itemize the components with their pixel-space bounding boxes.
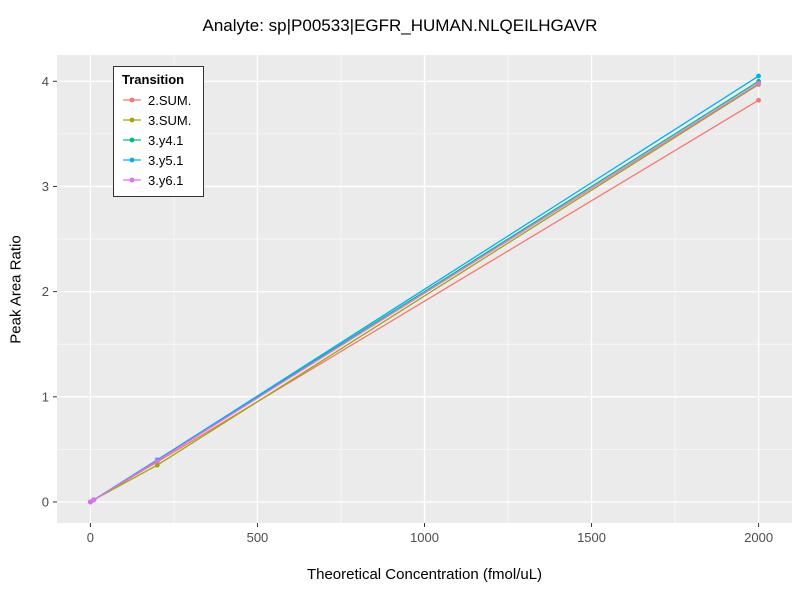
legend-key-icon (122, 113, 142, 127)
svg-text:2000: 2000 (744, 530, 773, 545)
svg-text:4: 4 (42, 74, 49, 89)
legend-label: 2.SUM. (148, 92, 192, 108)
legend-item: 2.SUM. (122, 90, 191, 110)
legend-label: 3.y5.1 (148, 152, 184, 168)
legend-items: 2.SUM. 3.SUM. 3.y4.1 3.y5.1 3.y6.1 (122, 90, 191, 190)
svg-text:0: 0 (87, 530, 94, 545)
svg-text:1500: 1500 (577, 530, 606, 545)
svg-text:2: 2 (42, 284, 49, 299)
legend-item: 3.y5.1 (122, 150, 191, 170)
legend-key-icon (122, 173, 142, 187)
legend-item: 3.y4.1 (122, 130, 191, 150)
svg-text:1: 1 (42, 389, 49, 404)
legend-label: 3.y6.1 (148, 172, 184, 188)
legend-label: 3.y4.1 (148, 132, 184, 148)
legend-key-icon (122, 133, 142, 147)
legend-item: 3.SUM. (122, 110, 191, 130)
legend-title: Transition (122, 72, 185, 87)
legend-key-icon (122, 93, 142, 107)
chart-title: Analyte: sp|P00533|EGFR_HUMAN.NLQEILHGAV… (202, 16, 598, 35)
legend: Transition 2.SUM. 3.SUM. 3.y4.1 3.y5.1 3.y6.… (113, 66, 205, 197)
svg-text:500: 500 (247, 530, 269, 545)
svg-text:1000: 1000 (410, 530, 439, 545)
x-axis-label: Theoretical Concentration (fmol/uL) (306, 566, 543, 583)
y-axis-label: Peak Area Ratio (7, 235, 25, 344)
svg-text:0: 0 (42, 494, 49, 509)
legend-label: 3.SUM. (148, 112, 192, 128)
legend-key-icon (122, 153, 142, 167)
legend-item: 3.y6.1 (122, 170, 191, 190)
svg-text:3: 3 (42, 179, 49, 194)
